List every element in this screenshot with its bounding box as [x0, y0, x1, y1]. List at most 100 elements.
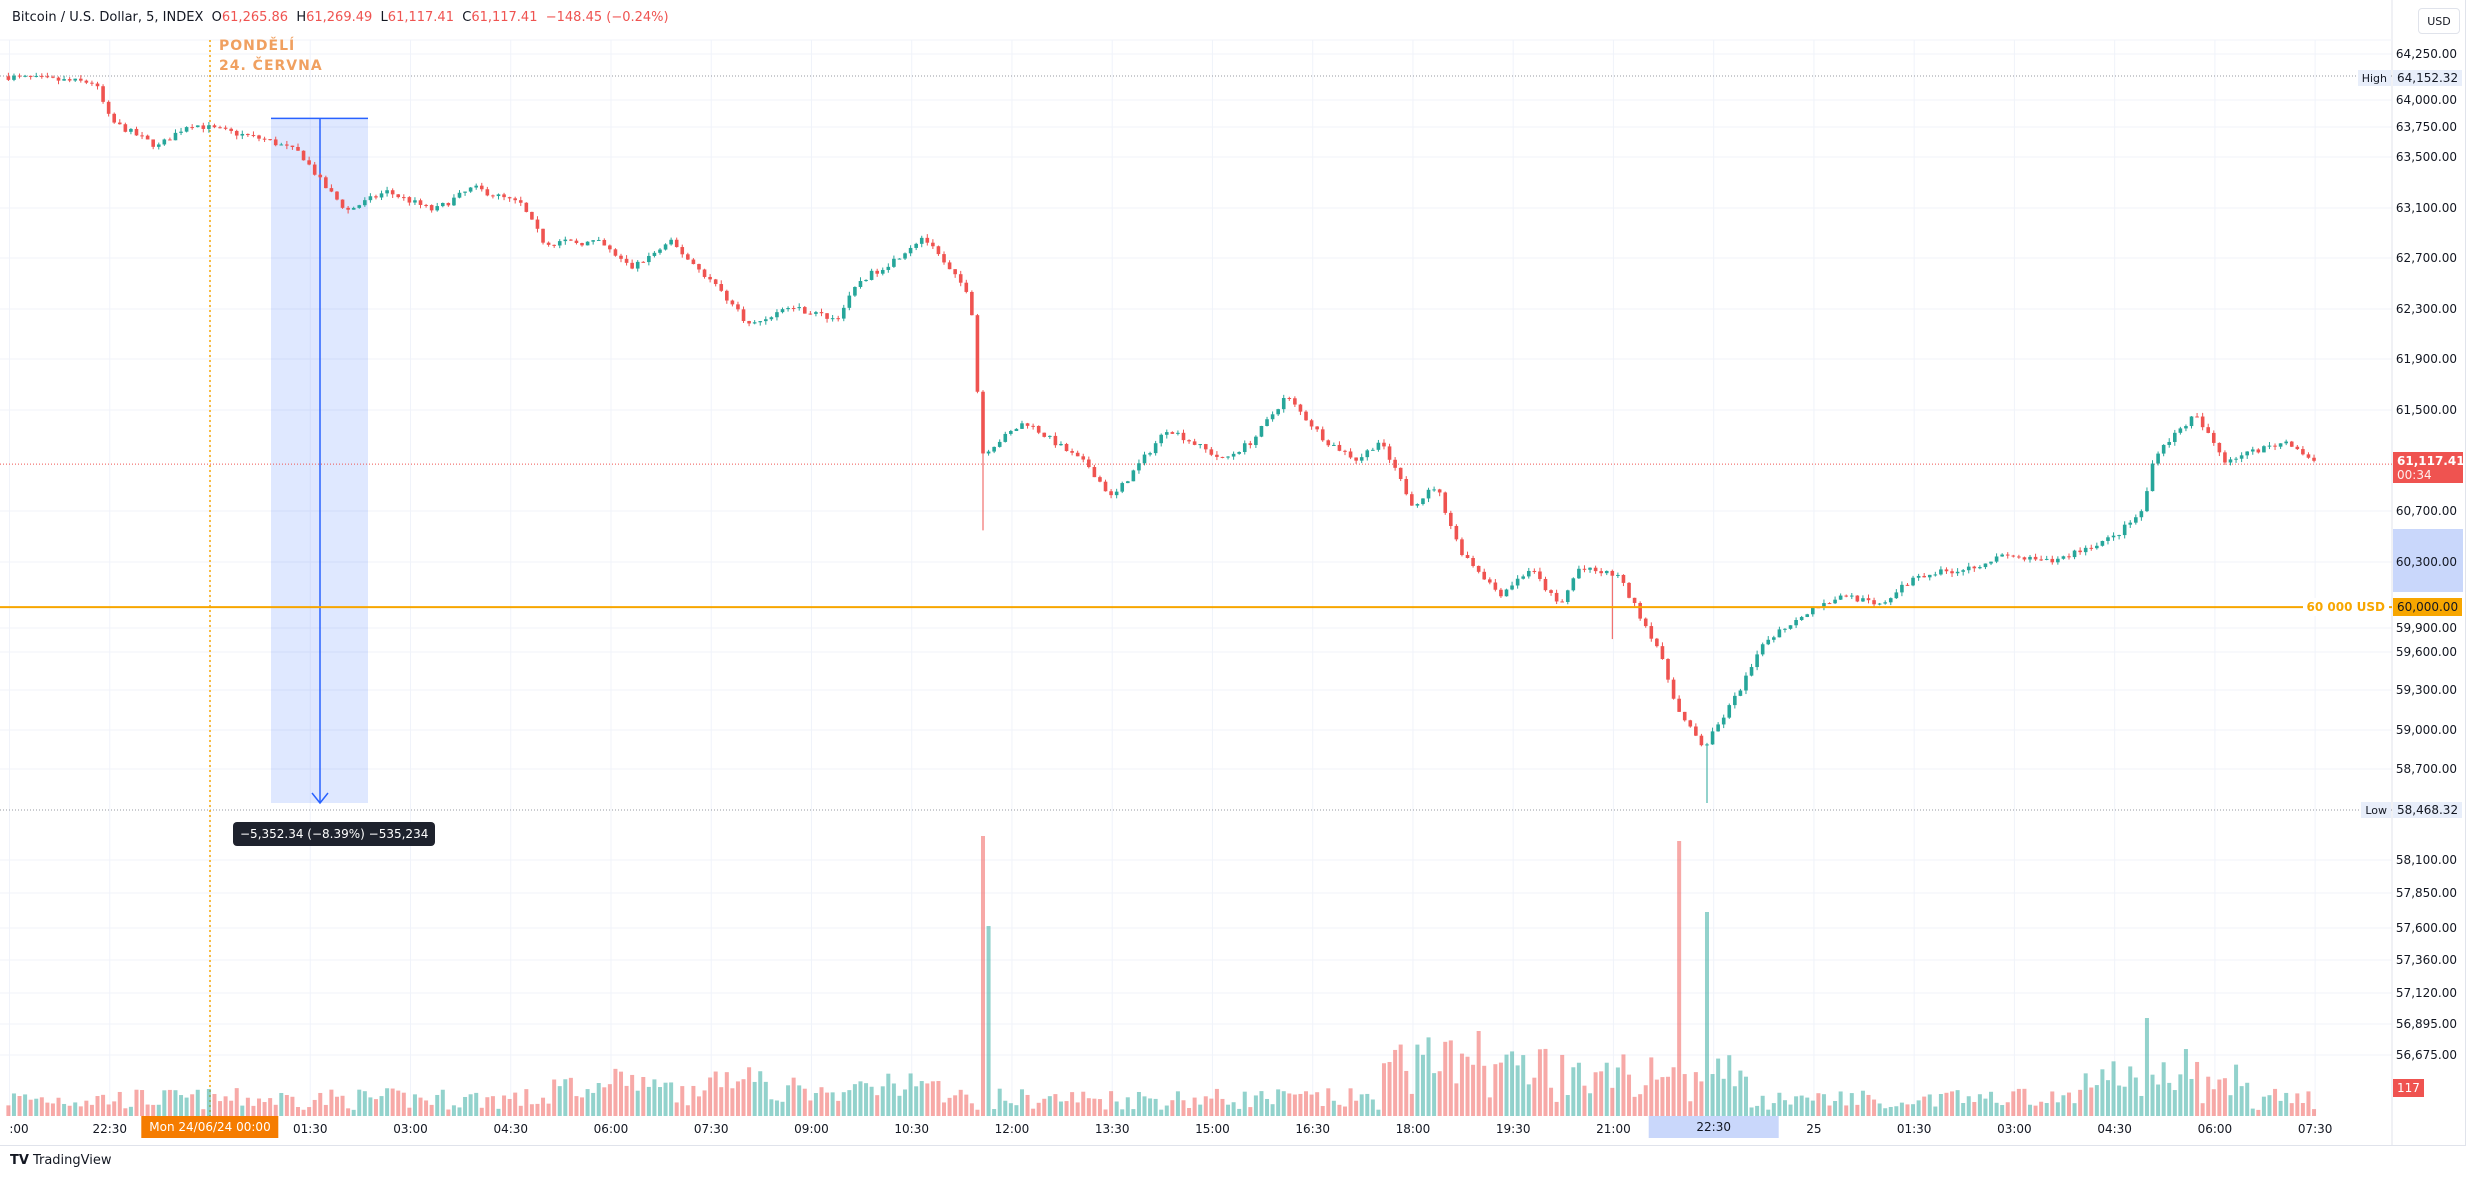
volume-bar	[981, 836, 986, 1116]
candle-body	[296, 146, 300, 151]
volume-bar	[323, 1104, 328, 1116]
candle-body	[1298, 404, 1303, 412]
candle-body	[970, 291, 974, 316]
volume-bar	[1838, 1091, 1843, 1116]
volume-bar	[958, 1089, 963, 1116]
candle-body	[2083, 547, 2088, 553]
volume-bar	[1521, 1055, 1526, 1116]
volume-bar	[541, 1097, 546, 1116]
time-tick-label: 18:00	[1395, 1122, 1431, 1136]
volume-bar	[368, 1097, 373, 1116]
candle-body	[1978, 567, 1982, 569]
candle-body	[2005, 554, 2010, 556]
volume-bar	[1549, 1087, 1554, 1116]
candle-body	[1354, 457, 1358, 461]
low-label: L	[380, 10, 388, 25]
candle-body	[1783, 628, 1787, 630]
candle-body	[1588, 567, 1592, 570]
volume-bar	[1972, 1101, 1977, 1116]
volume-bar	[763, 1081, 768, 1116]
volume-bar	[1860, 1090, 1865, 1116]
volume-bar	[669, 1082, 674, 1116]
candle-body	[925, 237, 930, 243]
volume-bar	[791, 1077, 796, 1116]
volume-bar	[1381, 1063, 1386, 1116]
candle-body	[1738, 690, 1743, 696]
candle-body	[1359, 457, 1364, 461]
candle-body	[1376, 442, 1381, 450]
high-tag: High	[2357, 70, 2391, 86]
volume-bar	[1058, 1101, 1063, 1116]
candle-body	[1365, 450, 1370, 458]
candle-body	[1799, 616, 1804, 621]
candle-body	[1883, 602, 1888, 604]
volume-bar	[2217, 1079, 2222, 1116]
volume-bar	[112, 1101, 117, 1116]
candle-body	[112, 113, 117, 123]
candle-body	[1538, 571, 1542, 579]
volume-bar	[401, 1092, 406, 1116]
candle-body	[1426, 489, 1431, 499]
candle-body	[1716, 724, 1720, 732]
candle-body	[1187, 440, 1191, 442]
candle-body	[246, 133, 250, 136]
candle-body	[129, 128, 133, 132]
volume-bar	[2083, 1073, 2088, 1116]
volume-bar	[591, 1092, 596, 1116]
last-price: 61,117.41	[2397, 453, 2465, 468]
candle-body	[730, 300, 735, 305]
volume-bar	[2256, 1109, 2261, 1116]
volume-bar	[1627, 1074, 1632, 1116]
volume-bar	[858, 1081, 863, 1116]
volume-bar	[830, 1092, 835, 1116]
symbol-legend: Bitcoin / U.S. Dollar, 5, INDEX O61,265.…	[12, 10, 669, 25]
candle-body	[357, 205, 362, 208]
candle-body	[502, 194, 506, 198]
volume-bar	[34, 1098, 39, 1116]
candle-body	[1682, 711, 1687, 721]
candle-body	[1866, 598, 1871, 601]
volume-bar	[1281, 1091, 1286, 1116]
candle-body	[580, 243, 584, 246]
candle-body	[145, 135, 150, 140]
candle-body	[1164, 432, 1169, 435]
candle-body	[797, 307, 802, 309]
tradingview-logo-icon: TV	[10, 1153, 29, 1168]
candle-body	[1042, 432, 1047, 437]
tradingview-logo[interactable]: TV TradingView	[10, 1153, 111, 1168]
candle-body	[574, 240, 579, 244]
candle-body	[875, 270, 879, 274]
candle-body	[23, 75, 27, 77]
volume-bar	[2055, 1102, 2060, 1116]
volume-bar	[1432, 1073, 1437, 1116]
candle-body	[530, 211, 534, 220]
open-value: 61,265.86	[221, 10, 289, 25]
candle-body	[195, 125, 200, 128]
volume-bar	[1136, 1091, 1141, 1116]
candle-body	[1972, 566, 1977, 569]
volume-bar	[1148, 1098, 1153, 1116]
volume-bar	[1654, 1079, 1659, 1116]
price-tick-label: 59,600.00	[2395, 645, 2457, 659]
volume-bar	[1008, 1103, 1013, 1116]
volume-bar	[67, 1105, 72, 1116]
volume-bar	[2273, 1088, 2278, 1116]
volume-bar	[334, 1096, 339, 1116]
volume-bar	[1036, 1102, 1041, 1116]
volume-bar	[385, 1088, 390, 1116]
volume-bar	[741, 1079, 746, 1116]
time-tick-label: 01:30	[1896, 1122, 1932, 1136]
candle-body	[1655, 638, 1659, 647]
candle-body	[830, 318, 835, 320]
candle-body	[273, 139, 278, 146]
volume-bar	[819, 1087, 824, 1116]
volume-bar	[1220, 1098, 1225, 1116]
currency-button[interactable]: USD	[2418, 8, 2460, 34]
volume-bar	[747, 1067, 752, 1116]
candle-body	[1510, 585, 1514, 590]
volume-bar	[2105, 1080, 2110, 1116]
candle-body	[647, 255, 651, 263]
candle-body	[1744, 675, 1748, 691]
change-value: −148.45 (−0.24%)	[545, 10, 669, 25]
